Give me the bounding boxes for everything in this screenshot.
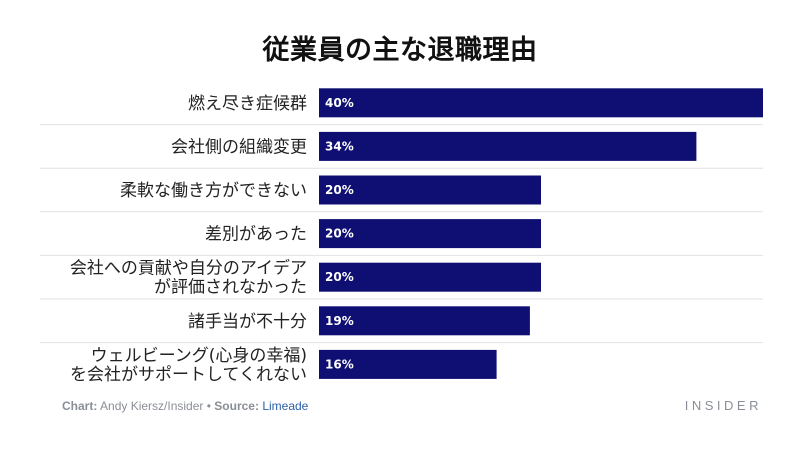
- chart-footer: Chart: Andy Kiersz/Insider • Source: Lim…: [62, 399, 308, 413]
- chart-credit-author: Andy Kiersz/Insider: [100, 399, 204, 413]
- footer-separator: •: [206, 399, 211, 413]
- value-label: 20%: [325, 183, 354, 197]
- category-label: 諸手当が不十分: [188, 312, 307, 332]
- bar: [319, 349, 497, 379]
- bar: [319, 131, 697, 161]
- category-label: 差別があった: [205, 225, 307, 245]
- chart-credit-label: Chart:: [62, 399, 98, 413]
- value-label: 20%: [325, 227, 354, 241]
- category-label: 会社への貢献や自分のアイデアが評価されなかった: [70, 258, 307, 298]
- insider-logo: INSIDER: [684, 398, 762, 413]
- bar: [319, 219, 541, 249]
- category-label: 会社側の組織変更: [171, 137, 307, 157]
- bar: [319, 175, 541, 205]
- source-label: Source:: [214, 399, 259, 413]
- bar: [319, 88, 763, 118]
- category-label: 燃え尽き症候群: [188, 94, 307, 114]
- source-link[interactable]: Limeade: [262, 399, 309, 413]
- chart-title: 従業員の主な退職理由: [262, 35, 538, 66]
- bar: [319, 306, 530, 336]
- value-label: 40%: [325, 96, 354, 110]
- value-label: 34%: [325, 139, 354, 153]
- bar: [319, 262, 541, 292]
- value-label: 19%: [325, 314, 354, 328]
- value-label: 20%: [325, 270, 354, 284]
- category-label: ウェルビーング(心身の幸福)を会社がサポートしてくれない: [70, 346, 307, 385]
- value-label: 16%: [325, 357, 354, 371]
- category-label: 柔軟な働き方ができない: [120, 181, 307, 201]
